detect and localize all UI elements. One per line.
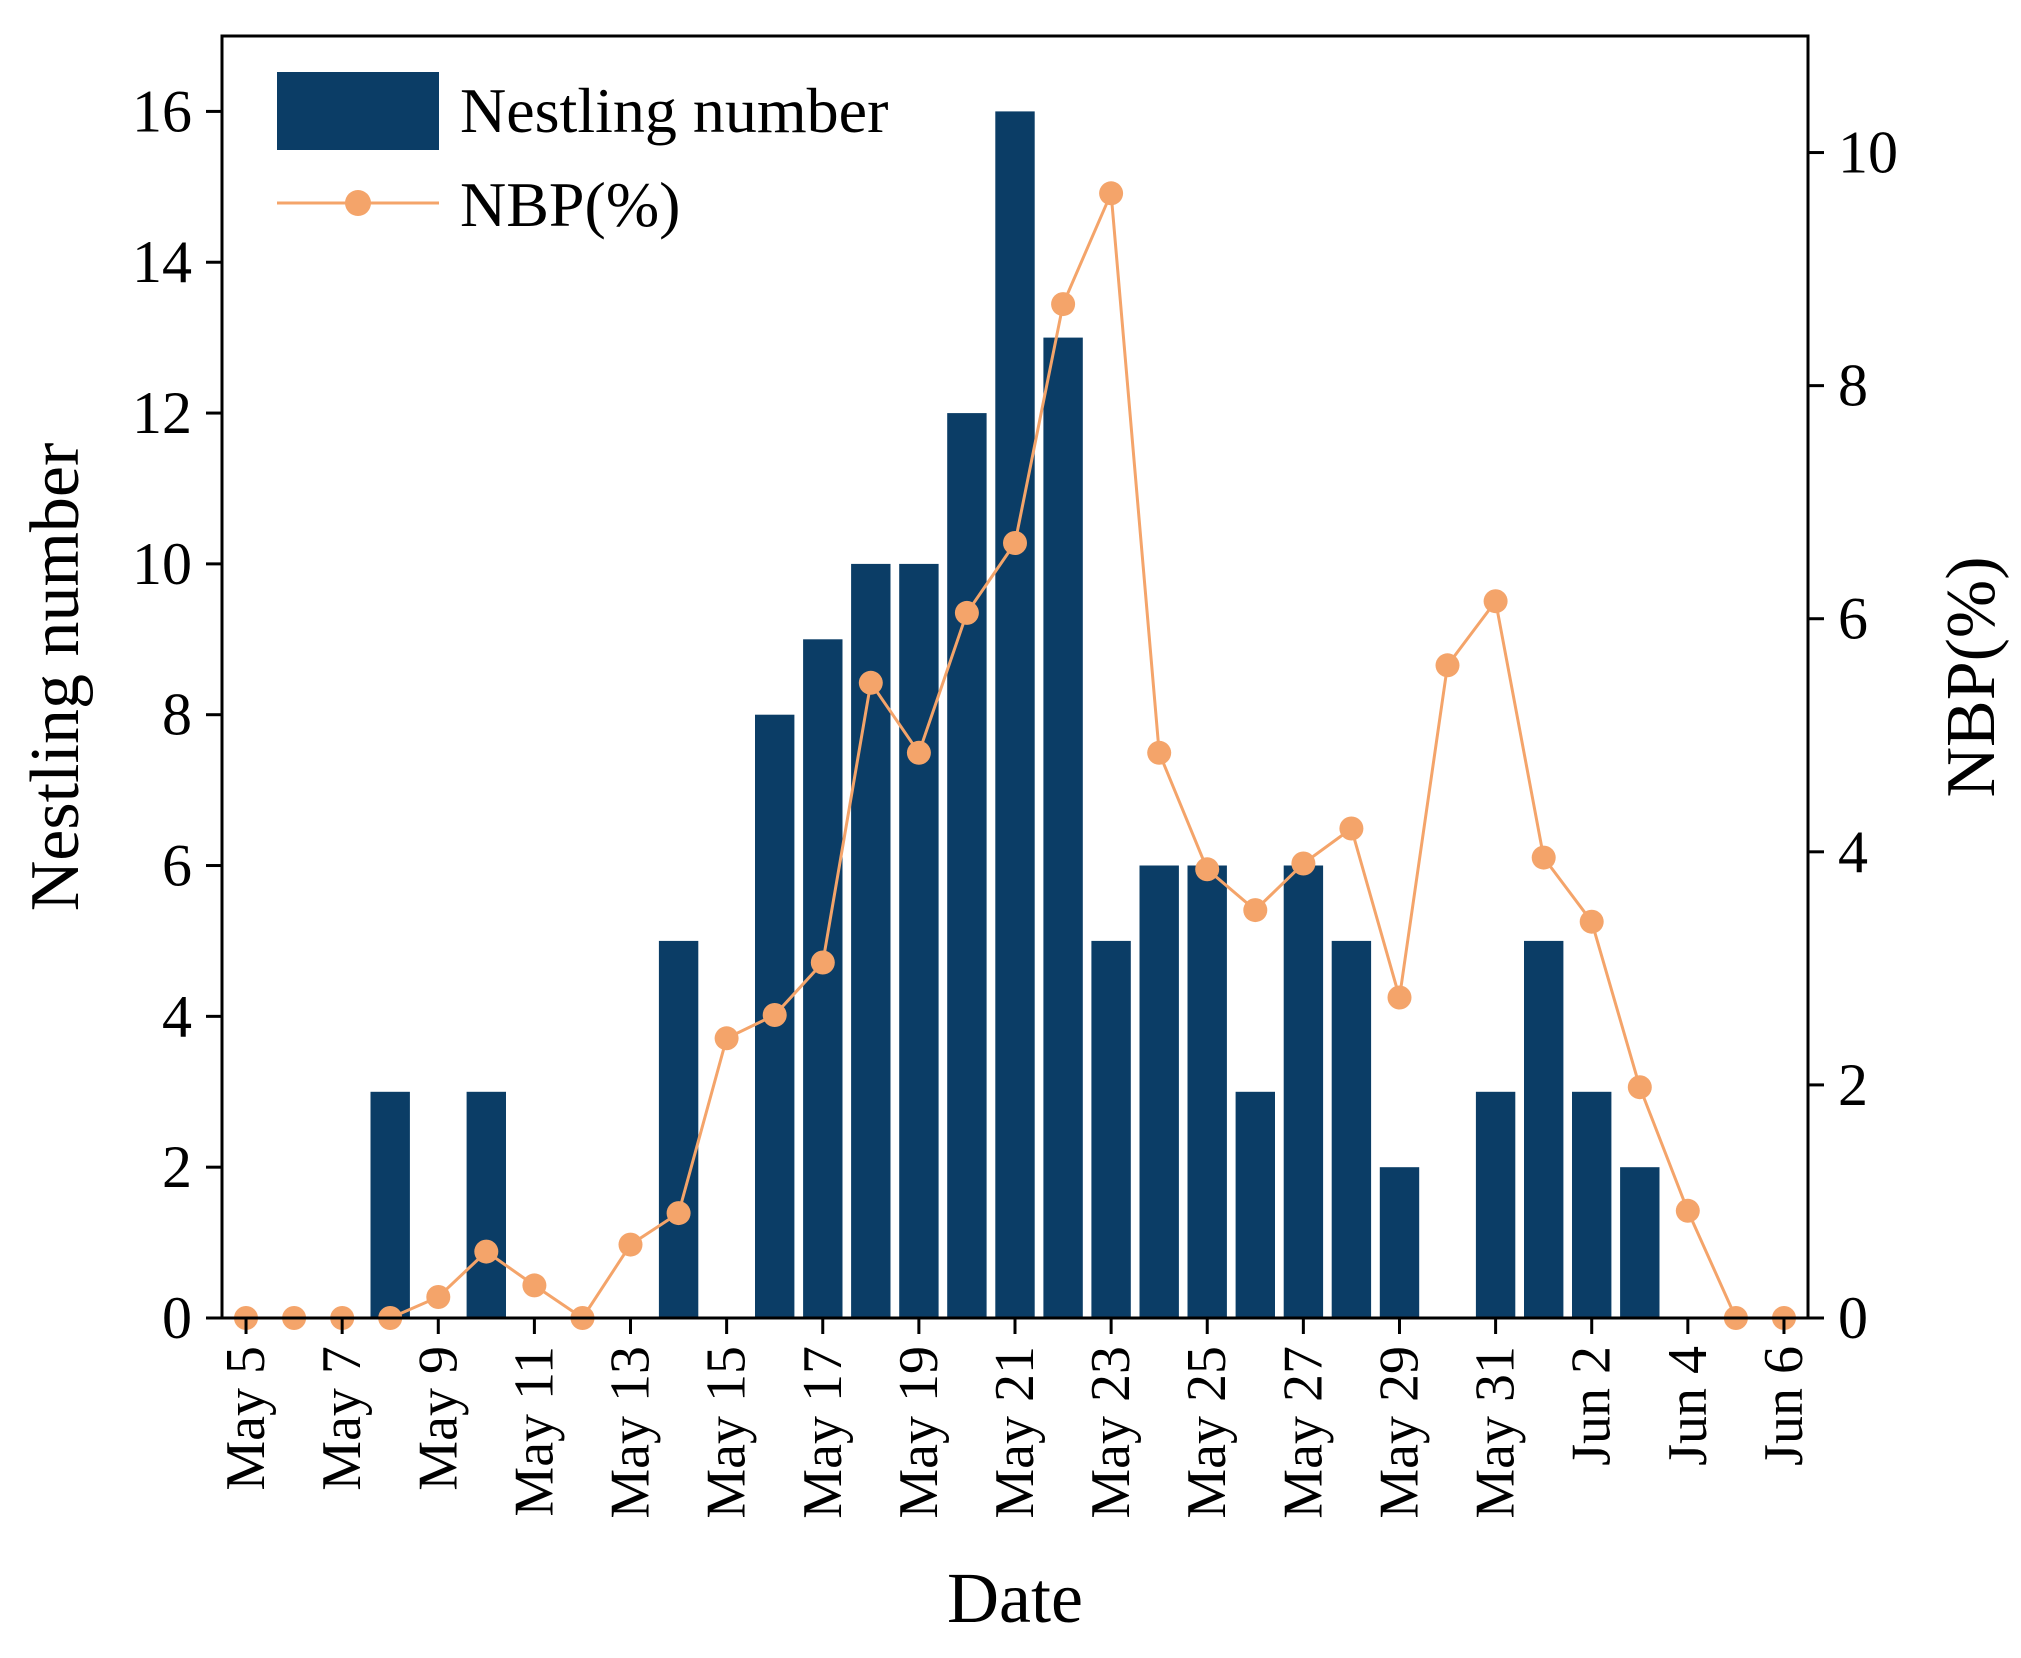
x-tick-label: May 27 — [1272, 1346, 1334, 1519]
nbp-point-may-29 — [1387, 985, 1412, 1010]
x-axis-title: Date — [947, 1558, 1083, 1638]
nbp-point-may-24 — [1147, 740, 1172, 765]
bar-may-22 — [1043, 337, 1083, 1319]
bar-may-23 — [1091, 940, 1131, 1318]
x-tick-label: May 13 — [600, 1346, 662, 1519]
nbp-point-jun-1 — [1531, 845, 1556, 870]
nbp-point-may-18 — [858, 670, 883, 695]
bar-may-19 — [899, 563, 939, 1318]
x-tick-label: May 25 — [1176, 1346, 1238, 1519]
x-tick-label: May 23 — [1080, 1346, 1142, 1519]
nbp-point-may-14 — [666, 1201, 691, 1226]
nbp-point-jun-4 — [1675, 1198, 1700, 1223]
legend-bar-label: Nestling number — [460, 75, 888, 146]
x-tick-label: May 29 — [1369, 1346, 1431, 1519]
nbp-point-may-26 — [1243, 898, 1268, 923]
right-tick-label: 4 — [1838, 819, 1868, 885]
right-tick-label: 10 — [1838, 120, 1898, 186]
y2-axis-title: NBP(%) — [1933, 556, 2010, 797]
left-tick-label: 16 — [132, 78, 192, 144]
bar-jun-1 — [1524, 940, 1564, 1318]
legend-line-marker — [345, 190, 371, 216]
nbp-points — [234, 181, 1796, 1330]
nbp-point-jun-3 — [1627, 1075, 1652, 1100]
nbp-point-may-10 — [474, 1239, 499, 1264]
x-tick-label: May 7 — [311, 1346, 373, 1491]
bar-may-8 — [370, 1091, 410, 1318]
nbp-point-may-25 — [1195, 857, 1220, 882]
nbp-point-may-23 — [1099, 181, 1124, 206]
left-tick-label: 8 — [162, 682, 192, 748]
nbp-series — [234, 181, 1796, 1330]
bar-may-21 — [995, 111, 1035, 1318]
right-axis-ticks: 0 2 4 6 8 10 — [1808, 120, 1898, 1351]
x-tick-label: Jun 2 — [1561, 1346, 1623, 1466]
left-tick-label: 4 — [162, 983, 192, 1049]
nbp-point-may-30 — [1435, 653, 1460, 678]
x-tick-label: May 9 — [407, 1346, 469, 1491]
x-tick-label: May 15 — [696, 1346, 758, 1519]
nbp-point-may-31 — [1483, 589, 1508, 614]
nbp-point-may-21 — [1003, 531, 1027, 555]
bar-jun-3 — [1620, 1167, 1660, 1318]
legend-bar-swatch — [277, 72, 439, 150]
left-tick-label: 6 — [162, 833, 192, 899]
right-tick-label: 6 — [1838, 586, 1868, 652]
bar-may-24 — [1139, 865, 1179, 1318]
x-tick-label: May 21 — [984, 1346, 1046, 1519]
x-tick-label: May 17 — [792, 1346, 854, 1519]
nbp-point-may-17 — [810, 950, 835, 975]
bar-may-25 — [1187, 865, 1227, 1318]
nbp-point-may-15 — [714, 1026, 739, 1051]
bar-jun-2 — [1572, 1091, 1612, 1318]
legend-line-label: NBP(%) — [460, 169, 680, 240]
nbp-point-may-19 — [906, 740, 931, 765]
x-tick-label: May 31 — [1465, 1346, 1527, 1519]
y-axis-title: Nestling number — [17, 443, 94, 912]
x-tick-label: Jun 6 — [1753, 1346, 1815, 1466]
right-tick-label: 2 — [1838, 1052, 1868, 1118]
x-axis-ticks: May 5 May 7 May 9 May 11 May 13 May 15 May 17 M… — [215, 1318, 1815, 1519]
left-tick-label: 0 — [162, 1285, 192, 1351]
nbp-point-may-16 — [762, 1003, 787, 1027]
bar-may-20 — [947, 413, 987, 1319]
x-tick-label: May 19 — [888, 1346, 950, 1519]
nbp-point-may-20 — [954, 600, 979, 625]
bar-may-27 — [1283, 865, 1324, 1318]
right-tick-label: 0 — [1838, 1285, 1868, 1351]
nbp-point-may-9 — [426, 1285, 451, 1309]
bar-may-14 — [658, 940, 699, 1318]
nbp-point-may-11 — [522, 1273, 547, 1298]
bar-series — [370, 111, 1660, 1319]
legend: Nestling number NBP(%) — [277, 72, 888, 240]
left-tick-label: 12 — [132, 380, 192, 446]
nbp-point-may-13 — [618, 1232, 643, 1257]
left-axis-ticks: 0 2 4 6 8 10 12 14 16 — [132, 78, 222, 1351]
bar-may-26 — [1235, 1091, 1275, 1318]
left-tick-label: 10 — [132, 531, 192, 597]
bar-may-29 — [1379, 1167, 1420, 1318]
x-tick-label: Jun 4 — [1657, 1346, 1719, 1466]
left-tick-label: 14 — [132, 229, 192, 295]
right-tick-label: 8 — [1838, 353, 1868, 419]
bar-may-10 — [466, 1091, 506, 1318]
x-tick-label: May 11 — [503, 1346, 565, 1517]
left-tick-label: 2 — [162, 1134, 192, 1200]
bar-may-31 — [1475, 1091, 1516, 1318]
nbp-point-may-22 — [1051, 292, 1076, 317]
nbp-point-may-28 — [1339, 816, 1364, 841]
nbp-point-may-27 — [1291, 851, 1316, 876]
x-tick-label: May 5 — [215, 1346, 277, 1491]
bar-may-28 — [1331, 940, 1372, 1318]
nbp-point-jun-2 — [1579, 909, 1604, 934]
